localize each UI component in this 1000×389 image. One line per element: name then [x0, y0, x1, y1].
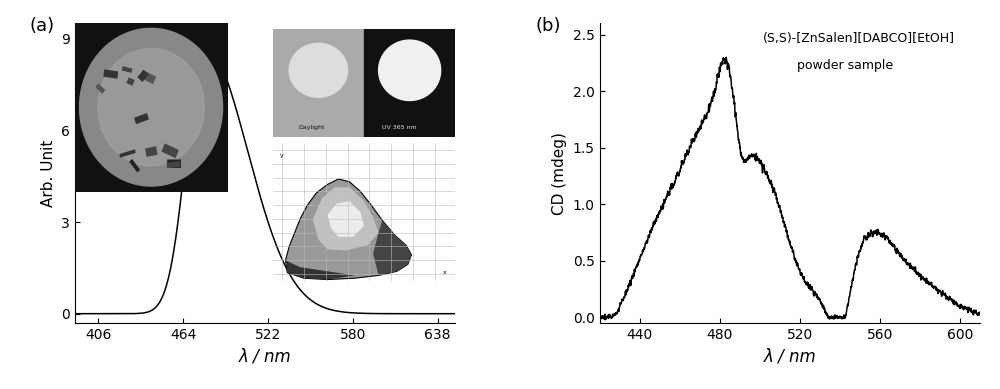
Text: (a): (a) [29, 18, 54, 35]
Y-axis label: CD (mdeg): CD (mdeg) [552, 131, 567, 215]
X-axis label: λ / nm: λ / nm [763, 347, 816, 365]
X-axis label: λ / nm: λ / nm [239, 347, 292, 365]
Text: powder sample: powder sample [797, 59, 894, 72]
Y-axis label: Arb. Unit: Arb. Unit [41, 139, 56, 207]
Text: (b): (b) [535, 18, 561, 35]
Text: (S,S)-[ZnSalen][DABCO][EtOH]: (S,S)-[ZnSalen][DABCO][EtOH] [763, 32, 955, 46]
